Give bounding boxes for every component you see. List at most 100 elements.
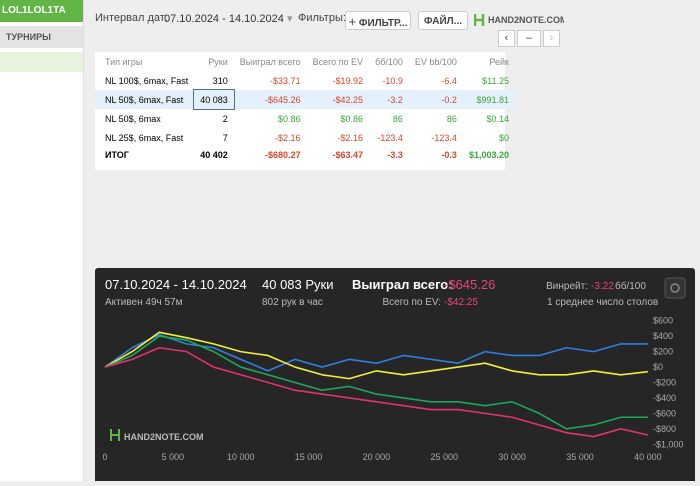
watermark: HAND2NOTE.COM [124,432,204,442]
next-button[interactable]: › [543,30,560,47]
x-tick-label: 30 000 [498,452,526,462]
graph-date: 07.10.2024 - 14.10.2024 [105,277,247,292]
y-tick-label: -$1,000 [653,439,684,449]
table-cell: 7 [222,132,228,143]
total-cell: $1,003.20 [468,150,509,160]
winrate-label: Винрейт: [546,281,588,292]
column-header: Всего по EV [312,56,364,67]
nav-middle[interactable]: – [517,30,541,47]
settings-icon [670,283,680,293]
y-tick-label: $0 [653,362,663,372]
won-value: -$645.26 [444,277,495,292]
y-tick-label: -$600 [653,408,676,418]
x-tick-label: 25 000 [431,452,459,462]
table-cell: $0.86 [340,113,364,124]
column-header: EV bb/100 [414,56,457,67]
table-cell: $11.25 [482,75,509,86]
table-cell: 40 083 [193,89,235,110]
table-row[interactable]: NL 50$, 6max, Fast 40 083 -$645.26 -$42.25-… [95,89,515,110]
table-row[interactable]: NL 100$, 6max, Fast 310 -$33.71 -$19.92 -10.… [95,71,515,90]
table-cell: NL 50$, 6max [105,113,161,124]
y-tick-label: -$400 [653,393,676,403]
won-label: Выиграл всего: [352,277,453,292]
file-button[interactable]: ФАЙЛ... [418,11,468,30]
logo-text: HAND2NOTE.COM [488,15,564,25]
y-tick-label: $200 [653,347,673,357]
table-cell: -10.9 [382,75,403,86]
column-header: Руки [208,56,228,67]
table-cell: -$645.26 [233,90,307,109]
table-cell: -$2.16 [275,132,301,143]
x-tick-label: 35 000 [566,452,594,462]
table-row[interactable]: NL 25$, 6max, Fast 7 -$2.16 -$2.16 -123.4 -12… [95,128,515,147]
watermark-icon [110,429,120,441]
x-tick-label: 40 000 [634,452,662,462]
sidebar: LOL1LOL1TA (PS) ▾ ТУРНИРЫ [0,0,84,481]
column-header: Тип игры [105,56,143,67]
table-cell: NL 25$, 6max, Fast [105,132,184,143]
total-cell: ИТОГ [105,150,129,160]
settings-button[interactable] [664,277,686,299]
selected-row[interactable] [0,52,83,72]
logo: HAND2NOTE.COM [474,14,564,26]
winrate-value: -3.22 [591,281,614,292]
total-cell: -0.3 [441,150,457,160]
series-line [104,331,648,380]
total-row: ИТОГ 40 402 -$680.27 -$63.47 -3.3 -0.3 $1,003.… [95,147,515,163]
graph-hands-per-hour: 802 рук в час [262,297,323,308]
table-cell: 86 [392,113,403,124]
table-cell: 310 [212,75,228,86]
x-tick-label: 20 000 [363,452,391,462]
table-cell: -$33.71 [270,75,301,86]
ev-label: Всего по EV: [382,297,441,308]
stats-table-box: Тип игры Руки Выиграл всего Всего по EV бб/1… [95,52,515,170]
section-tab[interactable]: ТУРНИРЫ [0,26,83,48]
table-cell: -$19.92 [332,75,364,86]
header-row: Тип игры Руки Выиграл всего Всего по EV бб/1… [95,52,515,71]
x-tick-label: 5 000 [162,452,185,462]
table-cell: 86 [446,113,457,124]
series-line [104,346,649,438]
table-cell: 2 [222,113,228,124]
account-menu[interactable]: LOL1LOL1TA (PS) ▾ [0,0,83,38]
date-range[interactable]: 07.10.2024 - 14.10.2024 ▾ [164,13,293,25]
series-line [104,335,648,430]
y-tick-label: $600 [653,316,673,326]
tables-avg: 1 среднее число столов [547,297,658,308]
winrate-unit: бб/100 [615,280,646,292]
filters-label: Фильтры: [298,12,346,24]
series-line [104,333,648,372]
x-tick-label: 10 000 [227,452,255,462]
ev-value: -$42.25 [444,297,478,308]
table-cell: NL 100$, 6max, Fast [105,75,189,86]
table-cell: -6.4 [441,75,457,86]
total-cell: -3.3 [387,150,403,160]
table-cell: $0.14 [486,113,509,124]
x-tick-label: 15 000 [295,452,323,462]
x-tick-label: 0 [102,452,107,462]
table-cell: -3.2 [369,90,409,109]
table-cell: -$2.16 [337,132,364,143]
graph-hands: 40 083 Руки [262,277,334,292]
column-header: бб/100 [375,56,403,67]
total-cell: 40 402 [200,150,228,160]
table-cell: -0.2 [408,90,463,109]
graph-active: Активен 49ч 57м [105,297,183,308]
column-header: Рейк [489,56,509,67]
filter-button-text: ФИЛЬТР... [358,18,408,29]
graph-panel: 07.10.2024 - 14.10.2024 Активен 49ч 57м … [95,268,695,481]
total-cell: -$680.27 [265,150,301,160]
y-tick-label: $400 [653,331,673,341]
table-row[interactable]: NL 50$, 6max 2 $0.86 $0.86 86 86 $0.14 [95,109,515,128]
filter-button[interactable]: + ФИЛЬТР... [345,11,411,30]
date-label: Интервал дат: [95,12,168,24]
y-tick-label: -$800 [653,424,676,434]
table-cell: -123.4 [377,132,403,143]
y-tick-label: -$200 [653,378,676,388]
prev-button[interactable]: ‹ [498,30,515,47]
column-header: Выиграл всего [239,56,301,67]
stats-table: Тип игры Руки Выиграл всего Всего по EV бб/1… [95,52,515,163]
table-cell: $991.81 [462,90,515,109]
table-cell: $0 [498,132,509,143]
